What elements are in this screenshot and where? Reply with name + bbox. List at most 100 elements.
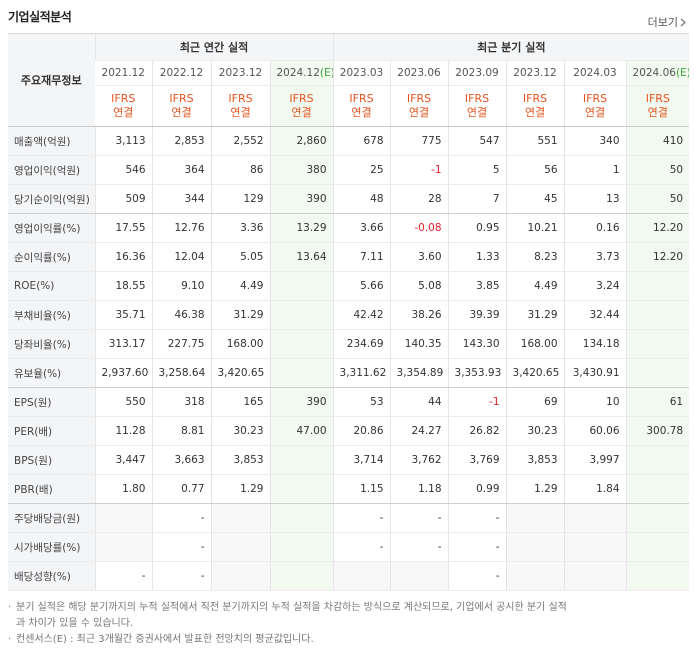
value-cell: 4.49 [210, 271, 270, 301]
empty-cell [210, 532, 270, 562]
value-cell: 678 [332, 126, 391, 156]
data-row: ROE(%) 18.55 9.10 4.49 5.66 5.08 3.85 4.49 3.24 [8, 271, 690, 301]
table-body: 매출액(억원) 3,113 2,853 2,552 2,860 678 775 547 551 3… [8, 126, 690, 591]
empty-cell [389, 561, 449, 591]
value-cell: 26.82 [447, 416, 507, 446]
value-cell: 30.23 [210, 416, 270, 446]
value-cell: 32.44 [563, 300, 627, 330]
value-cell: 2,552 [210, 126, 270, 156]
value-cell: 61 [625, 387, 690, 417]
standard-text: IFRS [111, 92, 136, 105]
value-cell: 3,113 [94, 126, 152, 156]
standard-header: IFRS 연결 [151, 85, 211, 127]
value-cell: - [151, 561, 211, 591]
value-cell: 4.49 [505, 271, 565, 301]
empty-cell [625, 358, 690, 388]
row-label: 주당배당금(원) [8, 503, 95, 533]
value-cell: 7 [447, 184, 507, 214]
standard-text: 연결 [466, 106, 488, 119]
value-cell: - [447, 561, 507, 591]
value-cell: 3,420.65 [210, 358, 270, 388]
row-label: 당기순이익(억원) [8, 184, 95, 214]
value-cell: 313.17 [94, 329, 152, 359]
period-date: 2021.12 [101, 67, 145, 79]
chevron-icon [680, 18, 686, 27]
period-header: 2023.12 [210, 60, 270, 86]
value-cell: 25 [332, 155, 391, 185]
period-header: 2024.12(E) [269, 60, 334, 86]
period-row: 2021.122022.122023.122024.12(E)2023.0320… [8, 60, 690, 86]
value-cell: 50 [625, 155, 690, 185]
period-date: 2023.06 [397, 67, 441, 79]
standard-header: IFRS 연결 [563, 85, 627, 127]
value-cell: 0.95 [447, 213, 507, 243]
value-cell: 410 [625, 126, 690, 156]
value-cell: 0.16 [563, 213, 627, 243]
value-cell: 3.36 [210, 213, 270, 243]
value-cell: 30.23 [505, 416, 565, 446]
standard-text: IFRS [645, 92, 670, 105]
value-cell: 3,420.65 [505, 358, 565, 388]
standard-header: IFRS 연결 [269, 85, 334, 127]
value-cell: 1.29 [210, 474, 270, 504]
period-header: 2023.12 [505, 60, 565, 86]
empty-cell [563, 532, 627, 562]
value-cell: 3,762 [389, 445, 449, 475]
empty-cell [625, 561, 690, 591]
row-label: 유보율(%) [8, 358, 95, 388]
period-date: 2024.06 [632, 67, 676, 79]
value-cell: 129 [210, 184, 270, 214]
row-label: 영업이익(억원) [8, 155, 95, 185]
data-row: 유보율(%) 2,937.60 3,258.64 3,420.65 3,311.62 3,… [8, 358, 690, 388]
standard-text: IFRS [228, 92, 253, 105]
estimate-mark: (E) [319, 67, 333, 79]
period-date: 2024.12 [276, 67, 320, 79]
value-cell: 3,663 [151, 445, 211, 475]
value-cell: 3,311.62 [332, 358, 391, 388]
standard-text: IFRS [522, 92, 548, 105]
value-cell: 13.64 [269, 242, 334, 272]
empty-cell [625, 474, 690, 504]
empty-cell [332, 561, 391, 591]
more-label[interactable]: 더보기 [647, 16, 678, 29]
value-cell: 5 [447, 155, 507, 185]
standard-header: IFRS 연결 [505, 85, 565, 127]
empty-cell [210, 561, 270, 591]
value-cell: 60.06 [563, 416, 627, 446]
standard-text: 연결 [647, 106, 668, 119]
notes: 분기 실적은 해당 분기까지의 누적 실적에서 직전 분기까지의 누적 실적을 … [8, 600, 568, 648]
empty-cell [563, 503, 627, 533]
group-header: 최근 연간 실적 [94, 33, 334, 61]
row-label: PBR(배) [8, 474, 95, 504]
standard-text: 연결 [291, 106, 312, 119]
standard-header: IFRS 연결 [625, 85, 690, 127]
empty-cell [625, 300, 690, 330]
value-cell: -0.08 [389, 213, 449, 243]
standard-text: IFRS [289, 92, 314, 105]
data-row: 매출액(억원) 3,113 2,853 2,552 2,860 678 775 547 551 3… [8, 126, 690, 156]
value-cell: 16.36 [94, 242, 152, 272]
value-cell: 3,353.93 [447, 358, 507, 388]
value-cell: 390 [269, 387, 334, 417]
empty-cell [563, 561, 627, 591]
value-cell: 17.55 [94, 213, 152, 243]
value-cell: 3,258.64 [151, 358, 211, 388]
value-cell: 3,430.91 [563, 358, 627, 388]
value-cell: 3,997 [563, 445, 627, 475]
value-cell: 9.10 [151, 271, 211, 301]
more-link[interactable]: 더보기 [648, 14, 686, 30]
empty-cell [625, 329, 690, 359]
value-cell: 143.30 [447, 329, 507, 359]
value-cell: 1.29 [505, 474, 565, 504]
value-cell: 12.04 [151, 242, 211, 272]
value-cell: 18.55 [94, 271, 152, 301]
value-cell: - [151, 532, 211, 562]
value-cell: 3,354.89 [389, 358, 449, 388]
value-cell: 2,860 [269, 126, 334, 156]
standard-text: IFRS [169, 92, 194, 105]
value-cell: 3,769 [447, 445, 507, 475]
value-cell: 140.35 [389, 329, 449, 359]
value-cell: 7.11 [332, 242, 391, 272]
corner-header: 주요재무정보 [8, 33, 95, 127]
standard-header: IFRS 연결 [447, 85, 507, 127]
